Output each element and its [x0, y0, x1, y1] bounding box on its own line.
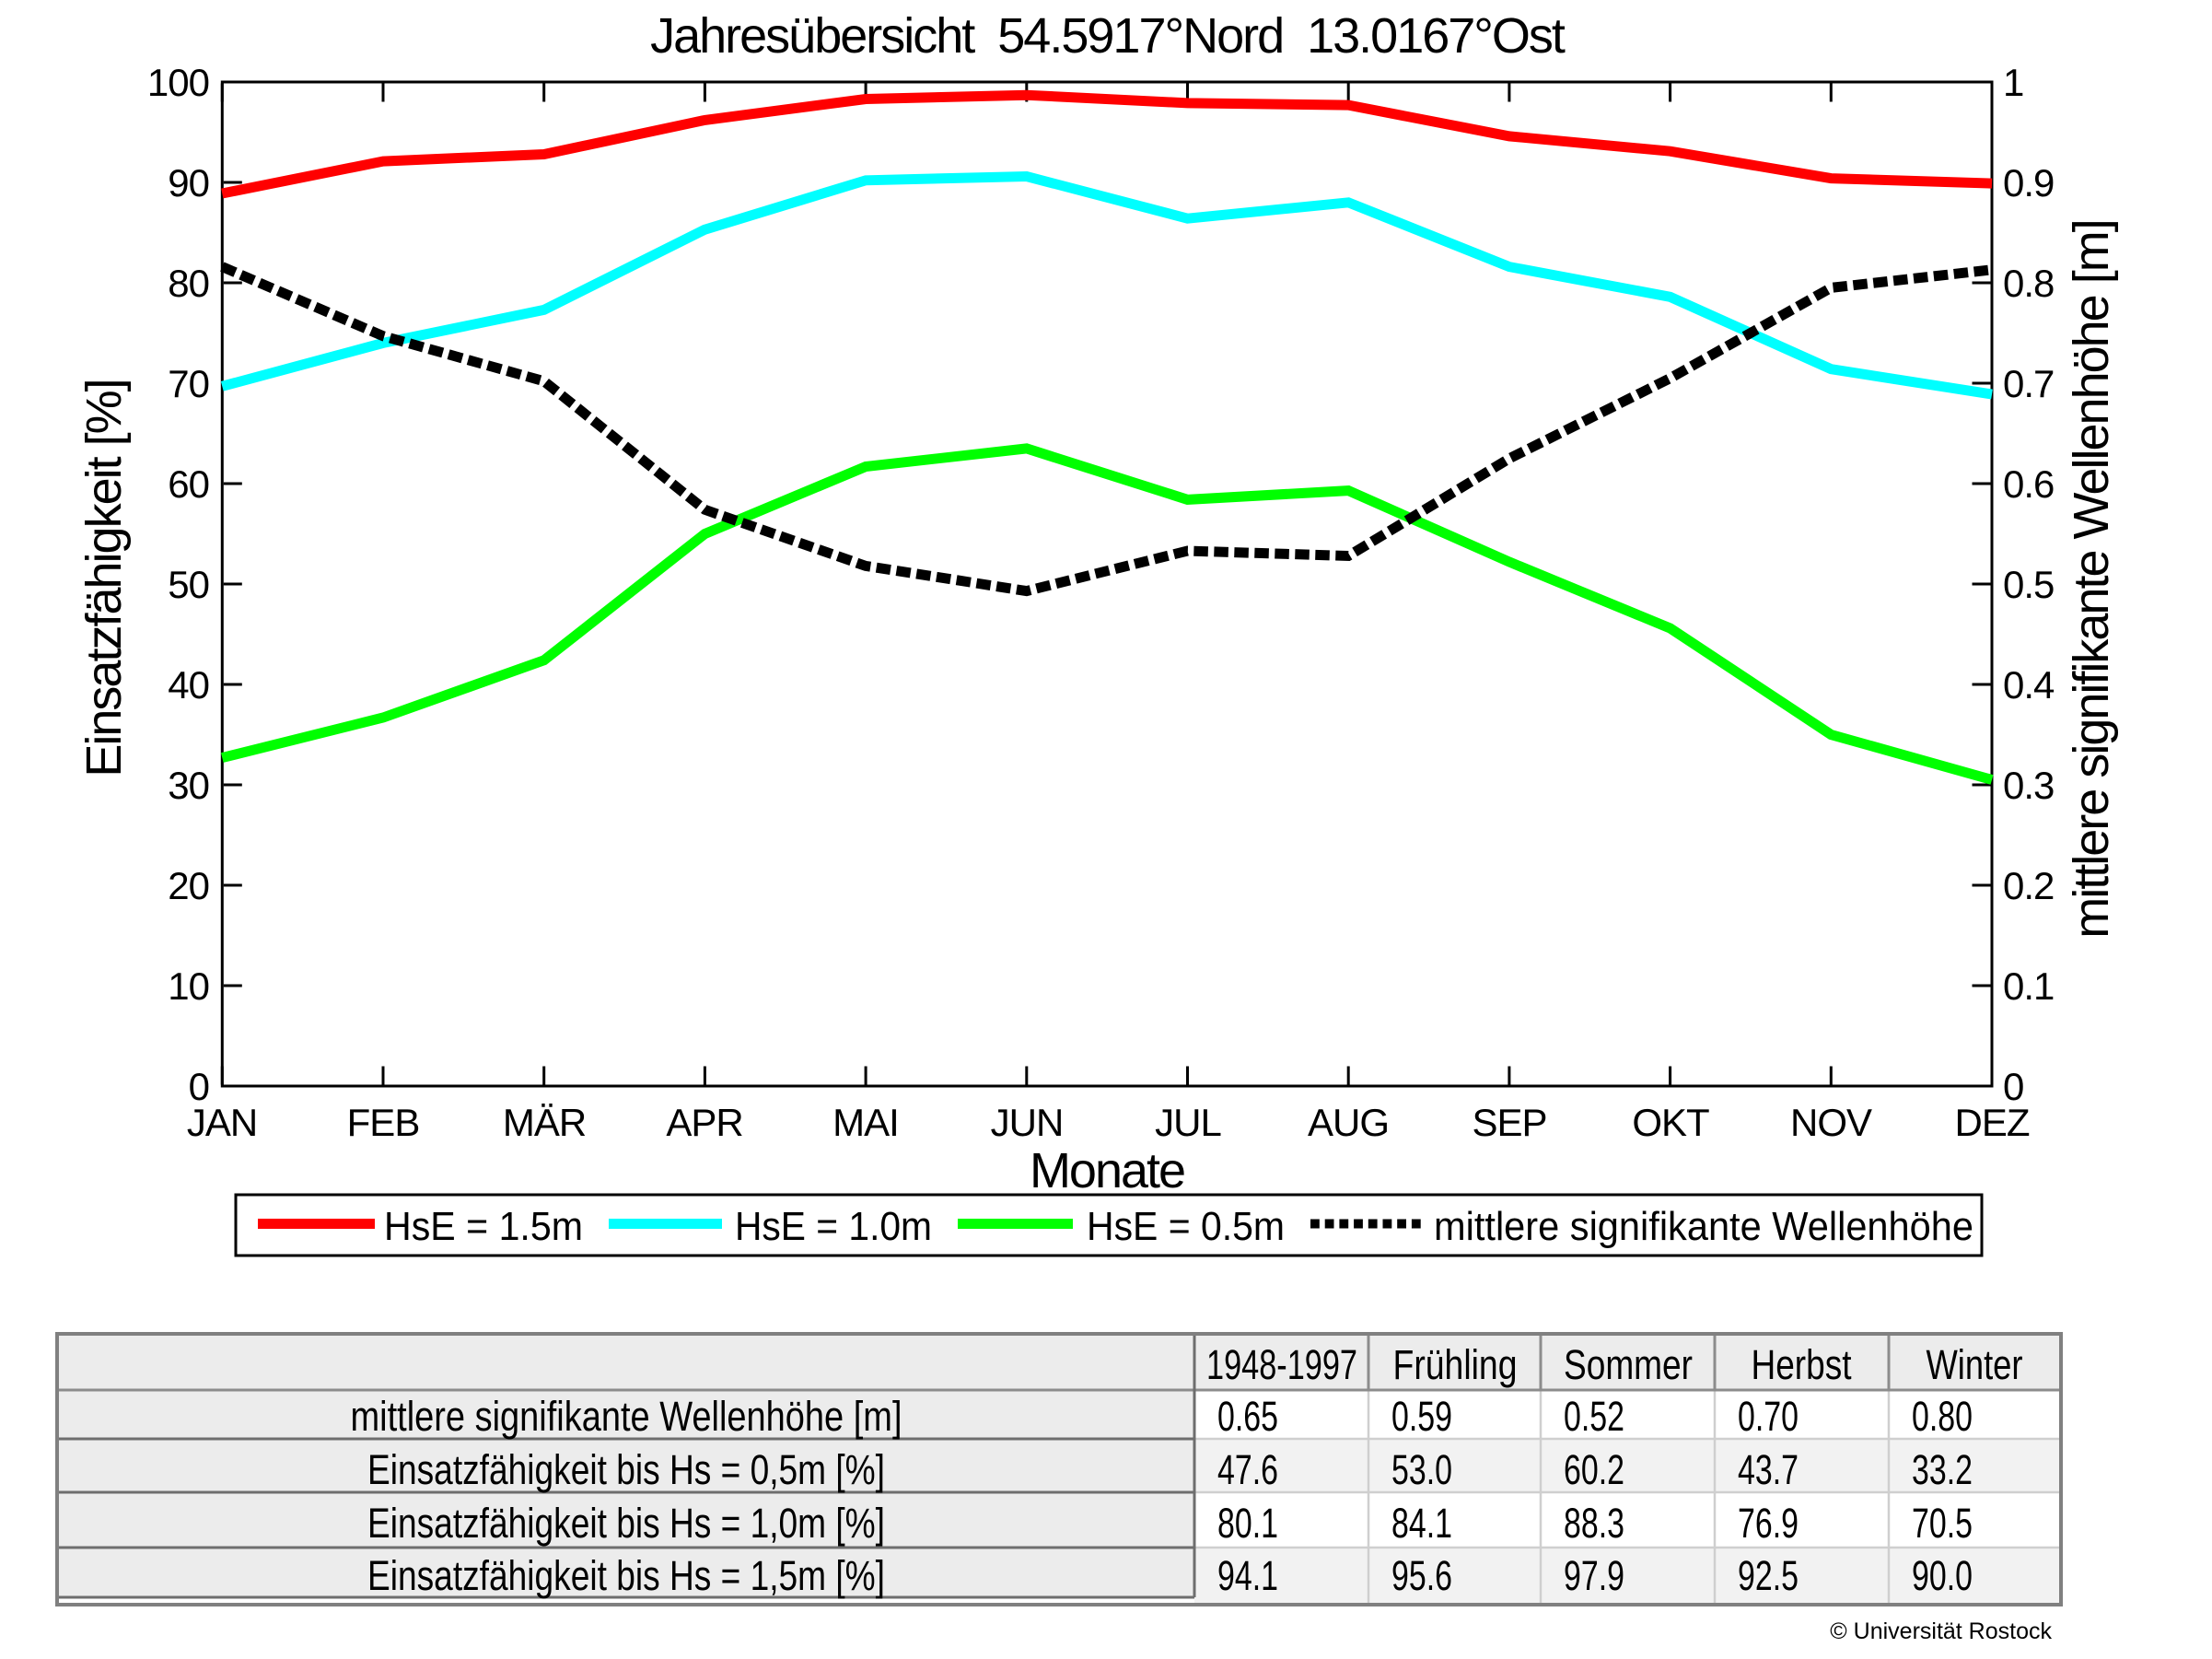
- svg-text:NOV: NOV: [1790, 1101, 1872, 1144]
- svg-text:0.4: 0.4: [2003, 663, 2055, 707]
- svg-text:0: 0: [189, 1065, 209, 1108]
- svg-text:43.7: 43.7: [1738, 1446, 1799, 1493]
- svg-text:1948-1997: 1948-1997: [1206, 1341, 1357, 1388]
- svg-text:mittlere signifikante Wellenhö: mittlere signifikante Wellenhöhe [m]: [2064, 220, 2119, 938]
- svg-text:33.2: 33.2: [1912, 1446, 1973, 1493]
- svg-text:Monate: Monate: [1030, 1143, 1184, 1198]
- svg-text:Einsatzfähigkeit bis Hs = 1,5m: Einsatzfähigkeit bis Hs = 1,5m [%]: [367, 1552, 885, 1599]
- svg-text:88.3: 88.3: [1564, 1500, 1624, 1547]
- svg-text:97.9: 97.9: [1564, 1552, 1624, 1599]
- svg-text:0.2: 0.2: [2003, 864, 2054, 907]
- svg-text:90: 90: [168, 161, 209, 204]
- svg-text:0.80: 0.80: [1912, 1393, 1973, 1440]
- svg-text:0.6: 0.6: [2003, 462, 2054, 506]
- svg-text:JUL: JUL: [1155, 1101, 1221, 1144]
- svg-text:© Universität Rostock: © Universität Rostock: [1830, 1618, 2052, 1644]
- svg-text:84.1: 84.1: [1391, 1500, 1452, 1547]
- svg-text:Jahresübersicht 54.5917°Nord: Jahresübersicht 54.5917°Nord 13.0167°Ost: [650, 8, 1566, 64]
- svg-text:SEP: SEP: [1472, 1101, 1546, 1144]
- svg-text:90.0: 90.0: [1912, 1552, 1973, 1599]
- svg-text:Sommer: Sommer: [1564, 1341, 1693, 1388]
- svg-text:Winter: Winter: [1927, 1341, 2023, 1388]
- svg-text:0: 0: [2003, 1065, 2023, 1108]
- svg-text:10: 10: [168, 964, 209, 1008]
- svg-text:Herbst: Herbst: [1752, 1341, 1852, 1388]
- svg-text:0.7: 0.7: [2003, 362, 2054, 405]
- svg-text:80.1: 80.1: [1217, 1500, 1278, 1547]
- svg-text:1: 1: [2003, 61, 2023, 104]
- svg-text:70.5: 70.5: [1912, 1500, 1973, 1547]
- svg-text:0.9: 0.9: [2003, 161, 2054, 204]
- svg-text:OKT: OKT: [1632, 1101, 1709, 1144]
- svg-text:0.8: 0.8: [2003, 262, 2054, 305]
- svg-text:MAI: MAI: [832, 1101, 899, 1144]
- svg-text:60: 60: [168, 462, 209, 506]
- svg-text:mittlere signifikante Wellenhö: mittlere signifikante Wellenhöhe: [1434, 1204, 1973, 1249]
- svg-text:92.5: 92.5: [1738, 1552, 1799, 1599]
- svg-text:60.2: 60.2: [1564, 1446, 1624, 1493]
- svg-text:100: 100: [147, 61, 209, 104]
- svg-text:MÄR: MÄR: [503, 1101, 586, 1144]
- svg-text:HsE = 0.5m: HsE = 0.5m: [1087, 1204, 1285, 1249]
- svg-text:95.6: 95.6: [1391, 1552, 1452, 1599]
- svg-text:JAN: JAN: [187, 1101, 257, 1144]
- svg-text:47.6: 47.6: [1217, 1446, 1278, 1493]
- svg-text:53.0: 53.0: [1391, 1446, 1452, 1493]
- svg-text:Einsatzfähigkeit bis Hs = 1,0m: Einsatzfähigkeit bis Hs = 1,0m [%]: [367, 1500, 885, 1547]
- svg-text:40: 40: [168, 663, 209, 707]
- svg-text:94.1: 94.1: [1217, 1552, 1278, 1599]
- svg-text:HsE = 1.0m: HsE = 1.0m: [735, 1204, 932, 1249]
- svg-text:0.52: 0.52: [1564, 1393, 1624, 1440]
- svg-text:0.3: 0.3: [2003, 764, 2054, 807]
- svg-text:AUG: AUG: [1308, 1101, 1389, 1144]
- svg-text:mittlere signifikante Wellenhö: mittlere signifikante Wellenhöhe [m]: [351, 1393, 902, 1440]
- svg-text:Frühling: Frühling: [1393, 1341, 1518, 1388]
- svg-text:80: 80: [168, 262, 209, 305]
- svg-text:DEZ: DEZ: [1955, 1101, 2030, 1144]
- svg-text:0.65: 0.65: [1217, 1393, 1278, 1440]
- svg-text:0.70: 0.70: [1738, 1393, 1799, 1440]
- svg-text:70: 70: [168, 362, 209, 405]
- svg-text:50: 50: [168, 563, 209, 606]
- svg-text:0.59: 0.59: [1391, 1393, 1452, 1440]
- svg-text:0.5: 0.5: [2003, 563, 2054, 606]
- svg-text:0.1: 0.1: [2003, 964, 2054, 1008]
- svg-text:Einsatzfähigkeit bis Hs = 0,5m: Einsatzfähigkeit bis Hs = 0,5m [%]: [367, 1446, 885, 1493]
- svg-text:FEB: FEB: [347, 1101, 420, 1144]
- svg-text:APR: APR: [666, 1101, 742, 1144]
- svg-text:Einsatzfähigkeit [%]: Einsatzfähigkeit [%]: [76, 380, 132, 777]
- svg-text:76.9: 76.9: [1738, 1500, 1799, 1547]
- svg-text:JUN: JUN: [991, 1101, 1064, 1144]
- svg-text:30: 30: [168, 764, 209, 807]
- svg-text:20: 20: [168, 864, 209, 907]
- svg-text:HsE = 1.5m: HsE = 1.5m: [384, 1204, 583, 1249]
